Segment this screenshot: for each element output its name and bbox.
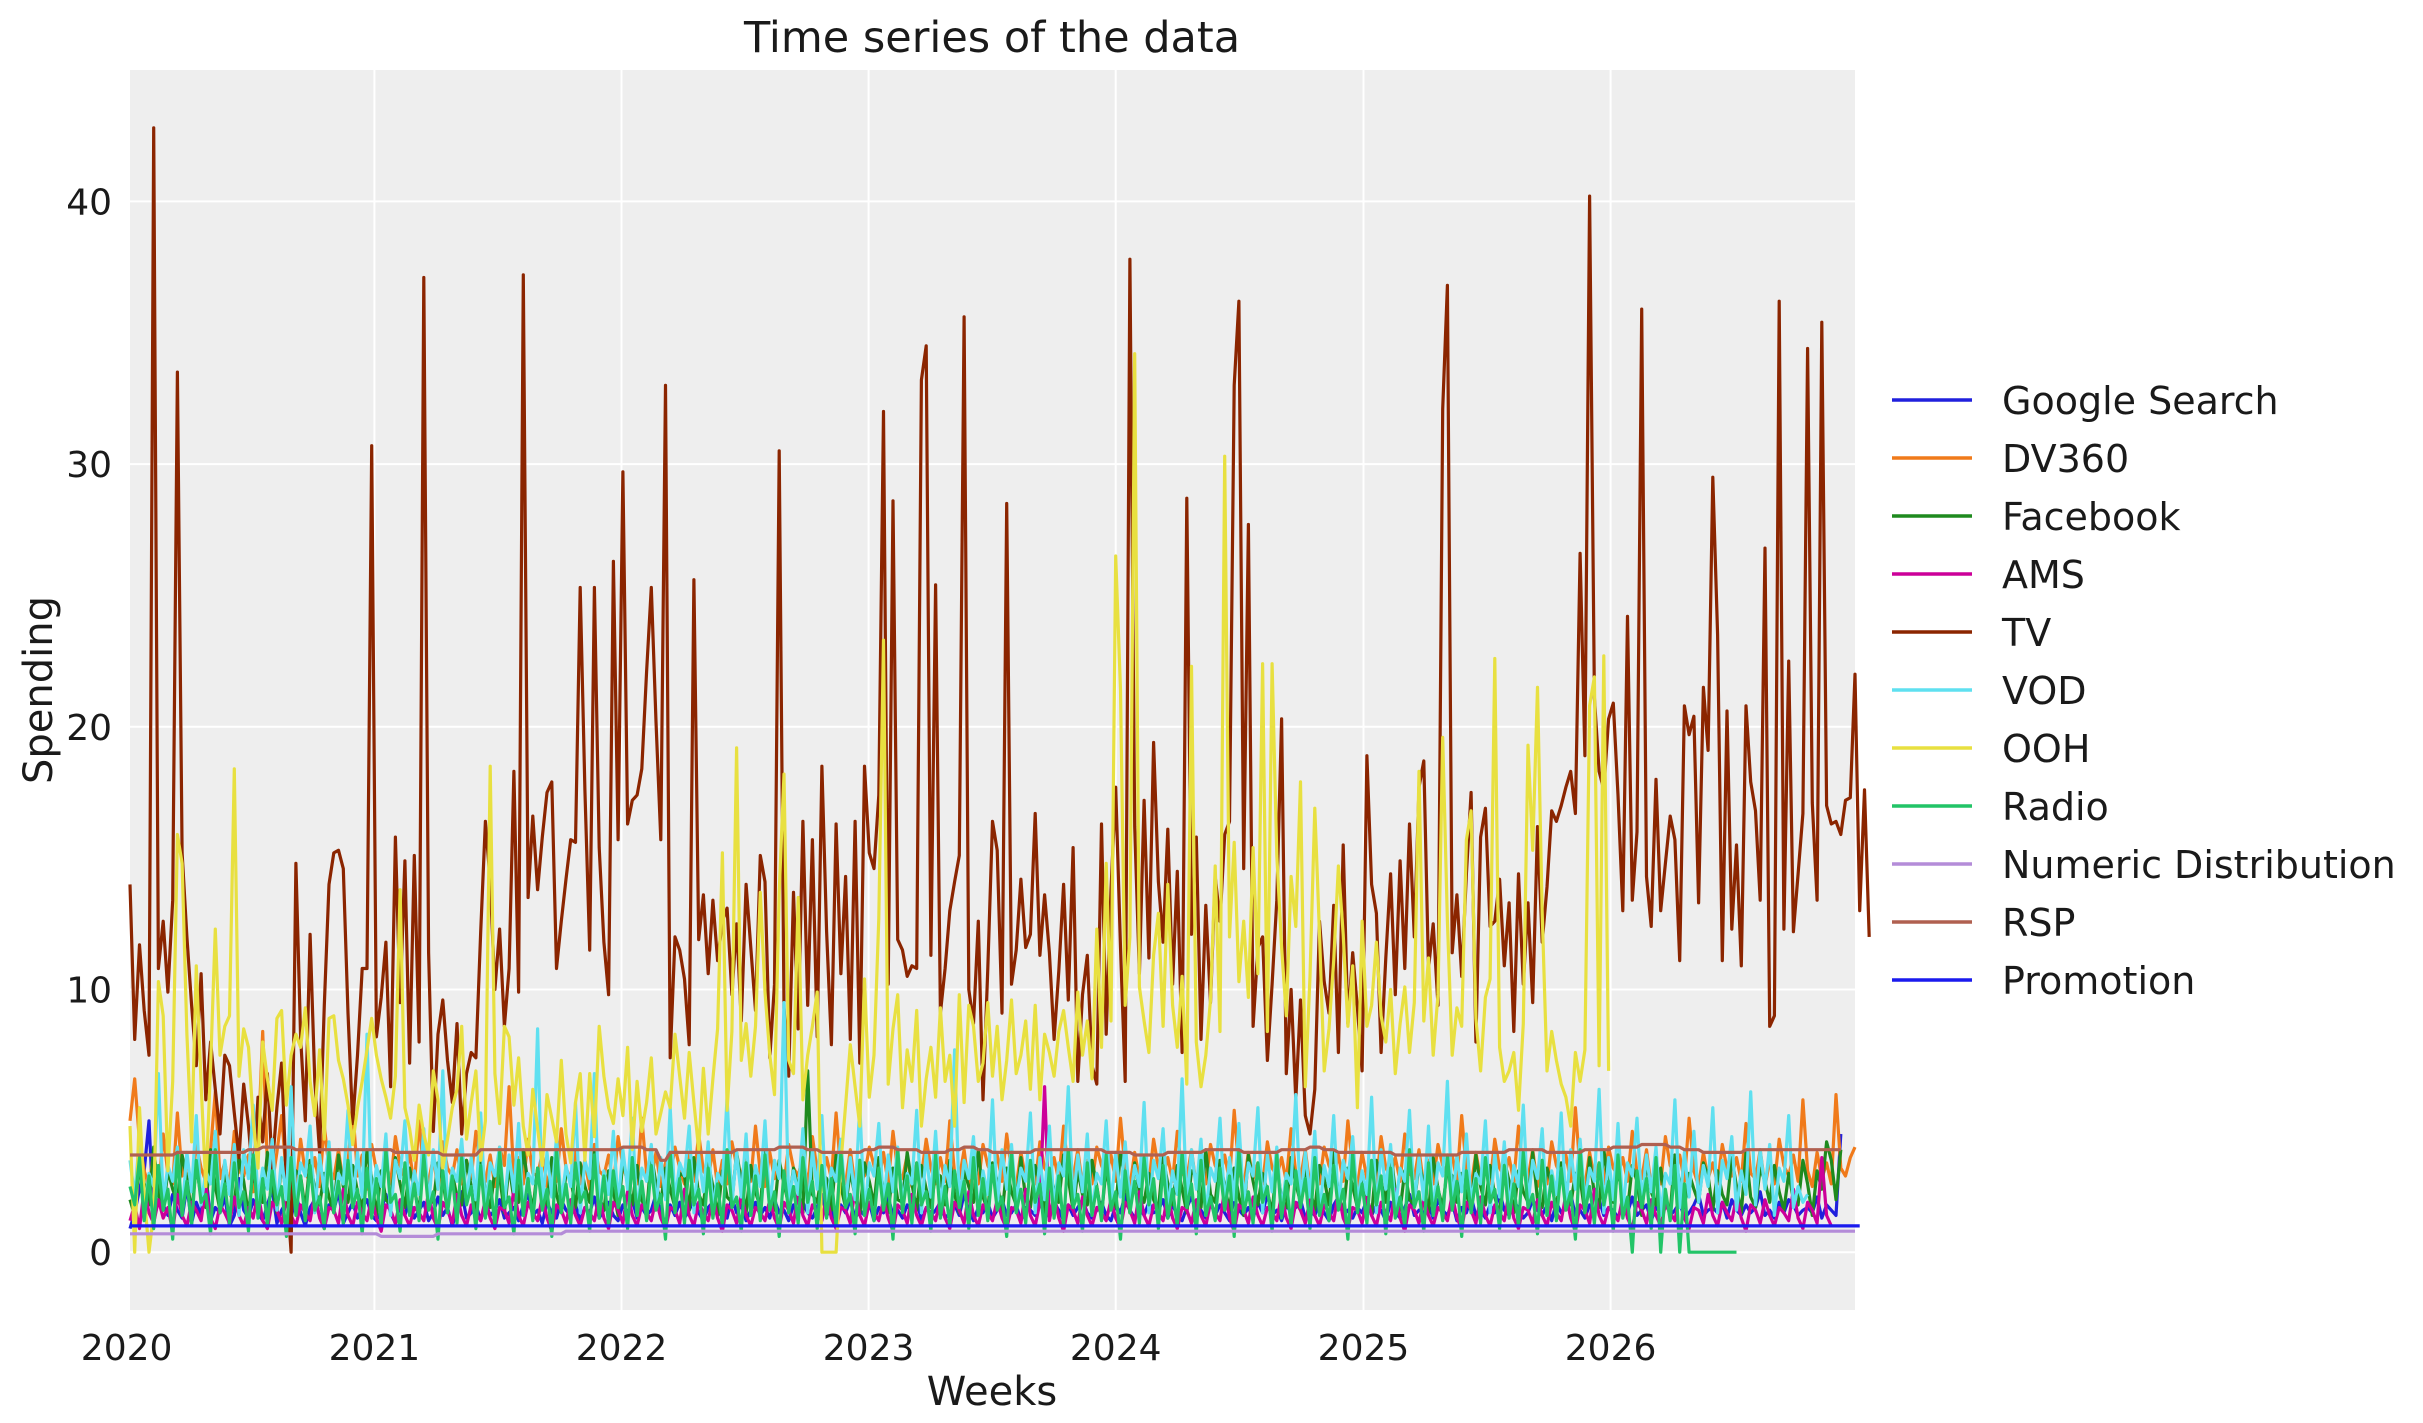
legend-label: Google Search — [2002, 379, 2279, 423]
legend-label: DV360 — [2002, 437, 2129, 481]
y-tick-label: 40 — [66, 182, 112, 223]
series-line-ooh — [128, 352, 1611, 1254]
legend: Google Search DV360 Facebook AMS TV VOD OOH Rad… — [1892, 379, 2396, 1003]
legend-label: TV — [2001, 611, 2051, 655]
x-axis-label: Weeks — [927, 1369, 1057, 1415]
x-tick-label: 2025 — [1318, 1328, 1410, 1369]
legend-label: Radio — [2002, 785, 2109, 829]
x-tick-label: 2021 — [329, 1328, 421, 1369]
x-tick-label: 2022 — [576, 1328, 668, 1369]
y-axis-label: Spending — [16, 596, 62, 784]
legend-label: AMS — [2002, 553, 2085, 597]
x-tick-label: 2023 — [823, 1328, 915, 1369]
x-tick-label: 2020 — [81, 1328, 173, 1369]
y-axis-ticks: 0 10 20 30 40 — [66, 182, 112, 1274]
chart-title: Time series of the data — [743, 13, 1240, 63]
legend-label: RSP — [2002, 901, 2075, 945]
y-tick-label: 30 — [66, 445, 112, 486]
y-tick-label: 20 — [66, 708, 112, 749]
legend-label: OOH — [2002, 727, 2090, 771]
series-line-ams — [128, 1085, 1833, 1233]
y-tick-label: 0 — [89, 1233, 112, 1274]
series-line-numeric-distribution — [130, 1229, 1855, 1239]
legend-label: VOD — [2002, 669, 2087, 713]
x-tick-label: 2026 — [1565, 1328, 1657, 1369]
series-line-tv — [128, 126, 1871, 1254]
legend-label: Facebook — [2002, 495, 2181, 539]
series-layer — [128, 126, 1871, 1254]
legend-label: Promotion — [2002, 959, 2195, 1003]
series-line-radio — [128, 1148, 1737, 1254]
x-axis-ticks: 2020 2021 2022 2023 2024 2025 2026 — [81, 1328, 1657, 1369]
legend-label: Numeric Distribution — [2002, 843, 2396, 887]
y-tick-label: 10 — [66, 970, 112, 1011]
x-tick-label: 2024 — [1070, 1328, 1162, 1369]
series-line-rsp — [130, 1142, 1841, 1162]
